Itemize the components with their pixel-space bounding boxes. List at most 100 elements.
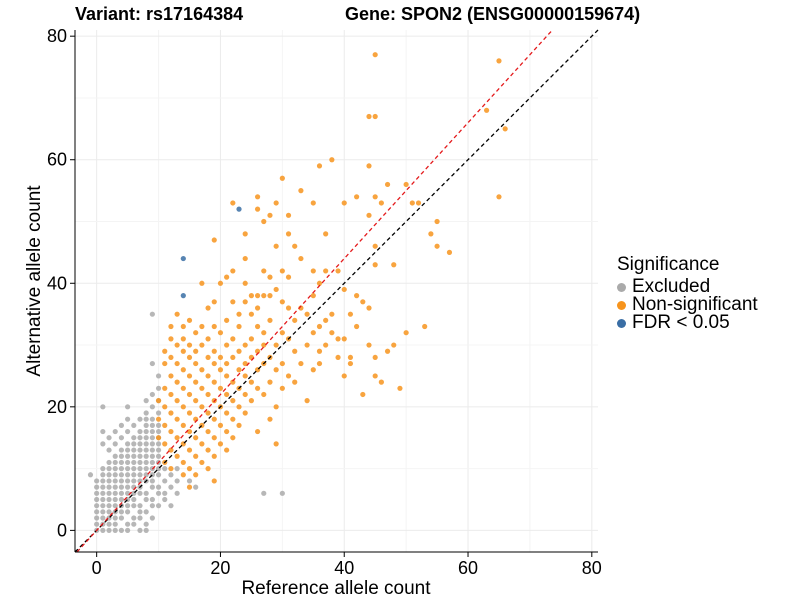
x-tick-label: 20 [210, 558, 230, 578]
point-excluded [279, 490, 285, 496]
point-excluded [100, 490, 106, 496]
point-non-significant [335, 354, 341, 361]
point-excluded [125, 466, 131, 472]
point-non-significant [285, 274, 292, 280]
point-excluded [118, 478, 125, 484]
point-excluded [125, 521, 131, 527]
point-non-significant [205, 354, 211, 361]
point-excluded [100, 496, 106, 503]
point-excluded [106, 484, 112, 490]
point-excluded [118, 509, 125, 515]
point-non-significant [242, 391, 248, 398]
point-non-significant [205, 305, 211, 311]
legend-label: Non-significant [632, 294, 758, 315]
point-excluded [106, 472, 112, 478]
point-excluded [118, 484, 125, 490]
point-non-significant [155, 416, 162, 422]
point-non-significant [174, 311, 180, 317]
point-non-significant [242, 255, 248, 262]
point-non-significant [242, 231, 248, 237]
point-excluded [100, 484, 106, 490]
point-non-significant [267, 274, 273, 280]
point-non-significant [186, 342, 193, 348]
point-non-significant [205, 410, 211, 416]
point-non-significant [224, 317, 230, 323]
x-tick-label: 40 [334, 558, 354, 578]
point-excluded [143, 496, 149, 503]
point-non-significant [496, 58, 502, 64]
point-non-significant [205, 428, 211, 435]
data-points [87, 52, 508, 533]
point-excluded [94, 496, 100, 503]
point-excluded [162, 466, 168, 472]
point-non-significant [347, 360, 354, 367]
point-excluded [106, 496, 112, 503]
point-excluded [155, 385, 162, 391]
point-non-significant [242, 299, 248, 305]
point-non-significant [329, 330, 335, 336]
point-non-significant [323, 342, 329, 348]
point-excluded [87, 472, 94, 478]
point-non-significant [180, 472, 186, 478]
point-non-significant [372, 373, 378, 379]
point-non-significant [483, 107, 490, 113]
point-excluded [112, 453, 118, 459]
point-excluded [143, 447, 149, 453]
point-non-significant [285, 212, 292, 218]
point-excluded [149, 311, 155, 317]
point-non-significant [254, 293, 261, 299]
x-axis-label: Reference allele count [241, 578, 431, 599]
point-non-significant [180, 459, 186, 466]
point-excluded [168, 484, 174, 490]
point-excluded [137, 435, 143, 441]
point-non-significant [422, 323, 428, 330]
point-non-significant [292, 379, 298, 385]
point-excluded [137, 527, 143, 533]
point-excluded [162, 496, 168, 503]
point-excluded [137, 515, 143, 521]
point-non-significant [261, 218, 267, 225]
point-non-significant [267, 293, 273, 299]
point-non-significant [186, 466, 193, 472]
x-tick-label: 60 [458, 558, 478, 578]
point-excluded [137, 466, 143, 472]
point-excluded [106, 478, 112, 484]
point-excluded [155, 410, 162, 416]
point-excluded [149, 484, 155, 490]
y-tick-label: 0 [57, 520, 67, 540]
point-excluded [118, 422, 125, 428]
point-excluded [168, 472, 174, 478]
point-non-significant [224, 428, 230, 435]
point-excluded [149, 416, 155, 422]
point-excluded [118, 459, 125, 466]
point-non-significant [162, 404, 168, 410]
point-excluded [94, 484, 100, 490]
point-excluded [125, 484, 131, 490]
point-non-significant [403, 181, 409, 188]
point-non-significant [168, 428, 174, 435]
point-non-significant [211, 299, 217, 305]
point-non-significant [186, 410, 193, 416]
x-tick-label: 80 [582, 558, 602, 578]
point-non-significant [211, 453, 217, 459]
point-non-significant [174, 342, 180, 348]
point-non-significant [285, 231, 292, 237]
point-non-significant [199, 323, 205, 330]
point-excluded [155, 428, 162, 435]
point-non-significant [310, 293, 316, 299]
point-non-significant [217, 280, 224, 286]
point-non-significant [267, 416, 273, 422]
point-excluded [100, 515, 106, 521]
reference-lines [74, 29, 599, 553]
point-non-significant [354, 293, 360, 299]
point-excluded [149, 404, 155, 410]
axes: 0 20 40 60 80 0 20 40 60 80 [47, 26, 602, 578]
point-non-significant [310, 367, 316, 373]
point-excluded [143, 459, 149, 466]
point-non-significant [193, 472, 199, 478]
point-excluded [149, 447, 155, 453]
point-non-significant [372, 354, 378, 361]
point-non-significant [273, 200, 279, 206]
point-excluded [125, 503, 131, 509]
point-non-significant [162, 348, 168, 354]
